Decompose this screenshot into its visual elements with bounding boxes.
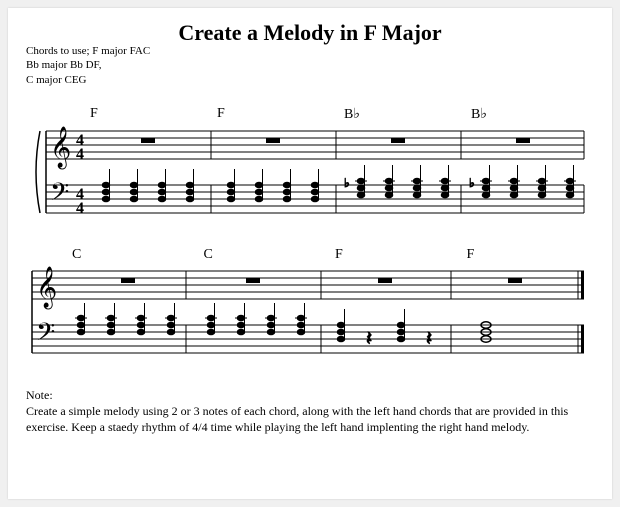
grand-staff-1: 𝄞 𝄢 4 4 4 4 [26, 125, 594, 229]
svg-text:𝄢: 𝄢 [50, 179, 69, 212]
chord-label: C [68, 247, 200, 263]
svg-text:4: 4 [76, 200, 84, 217]
system-2: C C F F [26, 247, 594, 369]
chord-label: F [86, 106, 213, 123]
chord-label: C [200, 247, 332, 263]
chord-label: B♭ [340, 106, 467, 123]
note-section: Note: Create a simple melody using 2 or … [26, 387, 594, 436]
chord-label: F [213, 106, 340, 123]
chord-labels-row-2: C C F F [26, 247, 594, 263]
chord-label: F [331, 247, 463, 263]
chords-to-use: Chords to use; F major FAC Bb major Bb D… [26, 44, 150, 87]
svg-text:♭: ♭ [469, 176, 475, 190]
grand-staff-2: 𝄞 𝄢 [26, 265, 594, 369]
chords-line-3: C major CEG [26, 73, 150, 87]
svg-text:𝄞: 𝄞 [50, 126, 71, 169]
svg-text:𝄢: 𝄢 [36, 319, 55, 352]
sheet-page: Create a Melody in F Major Chords to use… [8, 8, 612, 499]
chords-line-2: Bb major Bb DF, [26, 58, 150, 72]
svg-text:4: 4 [76, 146, 84, 163]
svg-text:𝄽: 𝄽 [366, 328, 372, 350]
note-body: Create a simple melody using 2 or 3 note… [26, 404, 568, 434]
music-systems: F F B♭ B♭ [26, 106, 594, 369]
note-heading: Note: [26, 387, 594, 403]
chord-labels-row-1: F F B♭ B♭ [26, 106, 594, 123]
chord-label: F [463, 247, 595, 263]
system-1: F F B♭ B♭ [26, 106, 594, 229]
chord-label: B♭ [467, 106, 594, 123]
svg-text:𝄞: 𝄞 [36, 266, 57, 309]
svg-text:♭: ♭ [344, 176, 350, 190]
chords-line-1: Chords to use; F major FAC [26, 44, 150, 58]
page-title: Create a Melody in F Major [26, 20, 594, 46]
svg-text:𝄽: 𝄽 [426, 328, 432, 350]
